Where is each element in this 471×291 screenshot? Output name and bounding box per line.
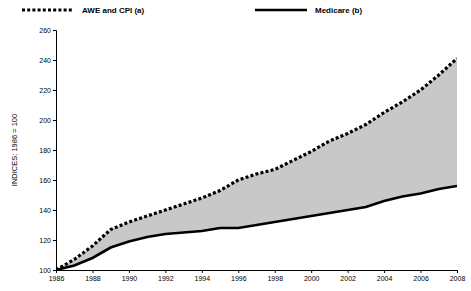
x-tick-label: 1994 (195, 275, 211, 282)
y-tick-label: 240 (39, 57, 51, 64)
y-tick-mark (53, 270, 56, 271)
y-tick: 120 (39, 237, 56, 244)
legend-label: Medicare (b) (315, 6, 362, 15)
y-tick-label: 260 (39, 27, 51, 34)
y-tick-mark (53, 60, 56, 61)
x-tick: 2006 (413, 270, 429, 282)
x-tick: 2004 (377, 270, 393, 282)
x-tick-label: 2006 (413, 275, 429, 282)
x-tick: 1996 (231, 270, 247, 282)
x-tick-label: 1992 (158, 275, 174, 282)
x-tick-mark (56, 270, 57, 273)
x-tick-label: 1990 (122, 275, 138, 282)
y-tick: 160 (39, 177, 56, 184)
x-tick-mark (421, 270, 422, 273)
y-tick-label: 100 (39, 267, 51, 274)
y-tick: 100 (39, 267, 56, 274)
y-tick-mark (53, 240, 56, 241)
x-tick-mark (275, 270, 276, 273)
y-tick-label: 160 (39, 177, 51, 184)
y-axis-title: INDICES: 1986 = 100 (10, 114, 19, 186)
y-tick-mark (53, 180, 56, 181)
y-tick-mark (53, 150, 56, 151)
x-tick-label: 1998 (267, 275, 283, 282)
x-tick-mark (202, 270, 203, 273)
x-tick-mark (238, 270, 239, 273)
legend-label: AWE and CPI (a) (82, 6, 145, 15)
legend-swatch (255, 9, 307, 12)
y-tick: 240 (39, 57, 56, 64)
x-tick: 1998 (267, 270, 283, 282)
y-tick: 200 (39, 117, 56, 124)
y-tick: 220 (39, 87, 56, 94)
x-tick-mark (92, 270, 93, 273)
y-tick-label: 200 (39, 117, 51, 124)
y-tick-mark (53, 30, 56, 31)
y-tick-label: 180 (39, 147, 51, 154)
x-tick-label: 2000 (304, 275, 320, 282)
y-tick-mark (53, 90, 56, 91)
legend: AWE and CPI (a) Medicare (b) (22, 6, 362, 15)
x-tick-mark (384, 270, 385, 273)
x-tick: 1986 (49, 270, 65, 282)
x-tick-label: 1986 (49, 275, 65, 282)
y-tick-mark (53, 210, 56, 211)
x-tick-mark (348, 270, 349, 273)
y-axis: 100 120 140 160 180 200 220 240 260 (39, 27, 56, 274)
series-line (56, 186, 457, 270)
x-tick: 1994 (195, 270, 211, 282)
gap-area (56, 59, 457, 271)
x-tick: 1990 (122, 270, 138, 282)
legend-swatch (22, 8, 74, 11)
y-tick: 180 (39, 147, 56, 154)
x-tick: 2008 (450, 270, 466, 282)
x-tick: 2002 (340, 270, 356, 282)
x-tick-label: 1988 (85, 275, 101, 282)
plot-area (56, 59, 457, 271)
x-tick-label: 2008 (450, 275, 466, 282)
x-axis: 1986 1988 1990 1992 1994 1996 1998 2000 2002 2004… (49, 270, 466, 282)
chart: 1001201401601802002202402601986198819901… (0, 0, 471, 291)
y-axis-line (53, 31, 57, 271)
y-tick: 260 (39, 27, 56, 34)
y-tick: 140 (39, 207, 56, 214)
x-tick-mark (457, 270, 458, 273)
y-tick-label: 220 (39, 87, 51, 94)
x-tick-mark (311, 270, 312, 273)
x-tick-label: 2002 (340, 275, 356, 282)
y-tick-label: 140 (39, 207, 51, 214)
x-tick-mark (129, 270, 130, 273)
x-tick: 1988 (85, 270, 101, 282)
y-tick-label: 120 (39, 237, 51, 244)
y-tick-mark (53, 120, 56, 121)
x-tick: 1992 (158, 270, 174, 282)
series-line (56, 59, 457, 271)
x-tick-label: 1996 (231, 275, 247, 282)
x-axis-line (57, 271, 458, 274)
x-tick-mark (165, 270, 166, 273)
x-tick-label: 2004 (377, 275, 393, 282)
x-tick: 2000 (304, 270, 320, 282)
